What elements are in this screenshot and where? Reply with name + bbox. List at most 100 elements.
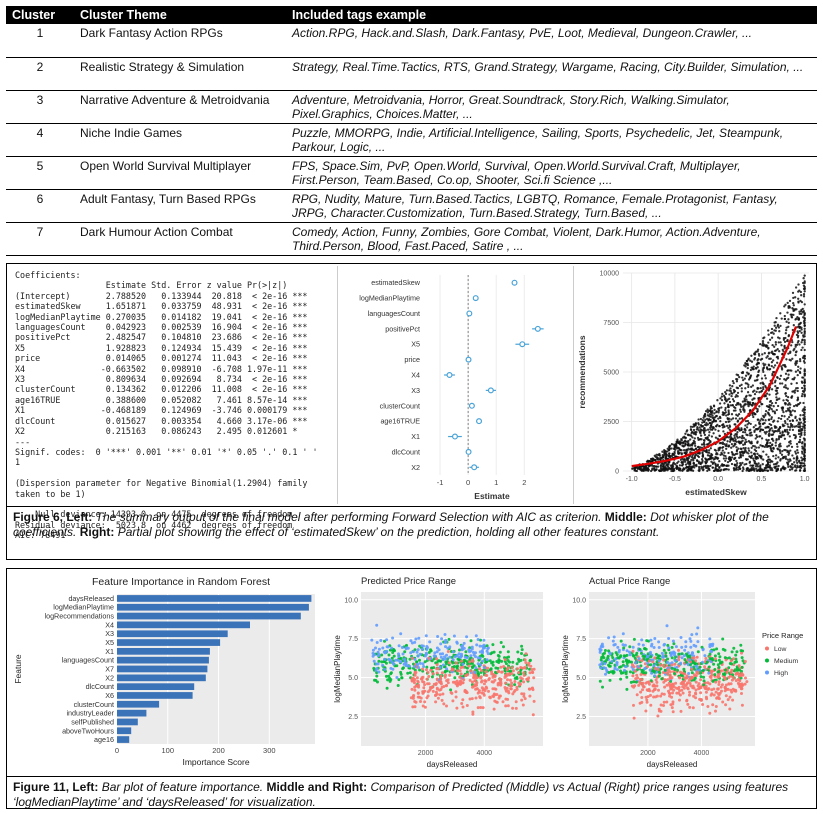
data-point bbox=[625, 687, 629, 691]
data-point bbox=[768, 414, 771, 417]
data-point bbox=[739, 453, 742, 457]
summary-line: clusterCount 0.134362 0.012206 11.008 < … bbox=[15, 384, 308, 395]
data-point bbox=[765, 453, 768, 456]
importance-bar bbox=[117, 639, 221, 646]
data-point bbox=[803, 361, 806, 364]
data-point bbox=[747, 452, 750, 455]
data-point bbox=[677, 658, 681, 662]
data-point bbox=[722, 394, 726, 397]
data-point bbox=[801, 425, 804, 428]
data-point bbox=[786, 311, 789, 314]
data-point bbox=[482, 638, 486, 642]
summary-line: age16TRUE 0.388600 0.052082 7.461 8.57e-… bbox=[15, 394, 308, 405]
data-point bbox=[798, 310, 801, 313]
data-point bbox=[491, 672, 495, 676]
data-point bbox=[747, 449, 751, 452]
data-point bbox=[798, 426, 801, 429]
data-point bbox=[455, 666, 459, 670]
data-point bbox=[631, 674, 635, 678]
data-point bbox=[519, 679, 523, 683]
data-point bbox=[760, 457, 763, 460]
data-point bbox=[728, 400, 732, 404]
data-point bbox=[756, 366, 759, 369]
data-point bbox=[431, 672, 435, 676]
data-point bbox=[675, 686, 679, 690]
data-point bbox=[372, 666, 376, 670]
data-point bbox=[705, 660, 709, 664]
data-point bbox=[461, 681, 465, 685]
data-point bbox=[734, 409, 737, 412]
data-point bbox=[789, 410, 792, 413]
estimate-point bbox=[446, 371, 453, 378]
data-point bbox=[608, 652, 612, 656]
data-point bbox=[744, 365, 747, 368]
data-point bbox=[676, 449, 680, 453]
data-point bbox=[399, 632, 403, 636]
data-point bbox=[801, 464, 805, 468]
data-point bbox=[740, 417, 744, 420]
data-point bbox=[666, 464, 669, 467]
data-point bbox=[750, 360, 754, 363]
data-point bbox=[785, 329, 788, 332]
data-point bbox=[670, 684, 674, 688]
data-point bbox=[704, 458, 708, 461]
feature-label: X6 bbox=[105, 691, 114, 700]
data-point bbox=[782, 336, 786, 340]
data-point bbox=[745, 394, 748, 398]
data-point bbox=[781, 382, 784, 385]
data-point bbox=[744, 382, 747, 385]
estimate-point bbox=[451, 433, 458, 440]
data-point bbox=[770, 408, 773, 411]
data-point bbox=[771, 429, 774, 432]
data-point bbox=[704, 450, 707, 453]
data-point bbox=[795, 456, 798, 459]
data-point bbox=[803, 411, 806, 414]
data-point bbox=[438, 665, 442, 669]
data-point bbox=[765, 356, 768, 359]
data-point bbox=[717, 429, 720, 433]
data-point bbox=[761, 339, 765, 343]
data-point bbox=[725, 414, 728, 417]
data-point bbox=[622, 646, 626, 650]
data-point bbox=[774, 401, 778, 405]
x-axis-label: estimatedSkew bbox=[685, 487, 747, 497]
data-point bbox=[657, 688, 660, 692]
data-point bbox=[478, 644, 482, 648]
data-point bbox=[735, 386, 738, 389]
data-point bbox=[508, 660, 511, 664]
term-label: price bbox=[404, 355, 420, 364]
cluster-tags: RPG, Nudity, Mature, Turn.Based.Tactics,… bbox=[286, 189, 817, 223]
data-point bbox=[761, 463, 764, 466]
data-point bbox=[796, 389, 799, 393]
data-point bbox=[601, 655, 605, 658]
data-point bbox=[767, 425, 770, 429]
data-point bbox=[792, 404, 796, 408]
data-point bbox=[789, 359, 792, 362]
data-point bbox=[769, 357, 772, 360]
x-tick-label: 1 bbox=[494, 478, 498, 487]
data-point bbox=[777, 341, 780, 344]
data-point bbox=[773, 345, 776, 348]
data-point bbox=[755, 390, 758, 394]
data-point bbox=[723, 648, 727, 652]
data-point bbox=[422, 690, 426, 694]
summary-line: X1 -0.468189 0.124969 -3.746 0.000179 **… bbox=[15, 405, 308, 416]
data-point bbox=[784, 391, 787, 395]
data-point bbox=[719, 453, 722, 456]
data-point bbox=[693, 662, 697, 666]
data-point bbox=[450, 667, 454, 671]
data-point bbox=[736, 403, 740, 406]
data-point bbox=[776, 420, 779, 423]
data-point bbox=[682, 667, 686, 671]
data-point bbox=[652, 646, 656, 649]
data-point bbox=[685, 430, 688, 433]
data-point bbox=[748, 429, 751, 432]
data-point bbox=[767, 433, 770, 436]
data-point bbox=[753, 460, 757, 463]
data-point bbox=[764, 409, 768, 413]
cluster-theme: Narrative Adventure & Metroidvania bbox=[74, 90, 286, 124]
data-point bbox=[795, 317, 798, 320]
data-point bbox=[730, 650, 734, 654]
data-point bbox=[690, 633, 694, 637]
data-point bbox=[455, 654, 459, 657]
